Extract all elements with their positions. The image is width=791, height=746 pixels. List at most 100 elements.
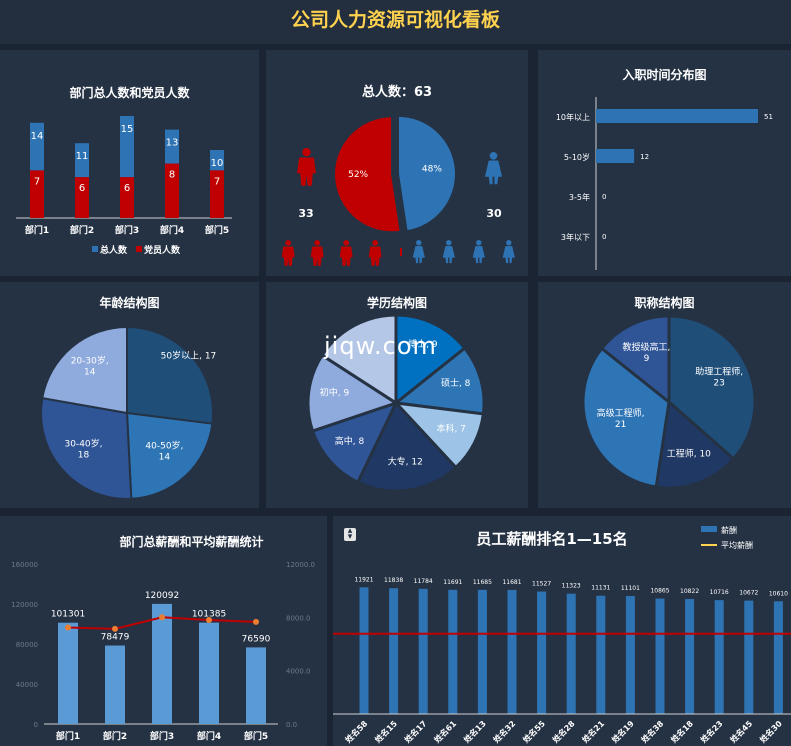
tenure-value-label: 0	[602, 193, 606, 201]
top15-value-label: 10865	[650, 588, 669, 595]
male-small-icon	[339, 240, 353, 266]
rank-slice	[654, 399, 736, 490]
salary-title: 部门总薪酬和平均薪酬统计	[119, 535, 264, 549]
rank-chart: 助理工程师, 23 工程师, 10 高级工程师, 21 教授级高工, 9	[581, 314, 757, 490]
male-icon	[297, 148, 316, 186]
salary-y2-tick: 12000.0	[286, 561, 315, 569]
top15-value-label: 11921	[354, 576, 373, 583]
age-label: 30-40岁, 18	[65, 437, 103, 460]
top15-category-label: 姓名23	[698, 718, 725, 745]
male-fraction-mark	[400, 248, 402, 256]
male-count-label: 33	[298, 207, 313, 220]
female-small-icon	[412, 240, 425, 264]
tenure-value-label: 51	[764, 113, 773, 121]
avg-salary-point	[253, 618, 259, 625]
dept-total-label: 15	[121, 124, 134, 135]
avg-salary-point	[112, 625, 118, 632]
top15-category-label: 姓名58	[342, 718, 369, 745]
salary-panel: 部门总薪酬和平均薪酬统计 0 40000 80000 120000 160000 0.0 4…	[0, 516, 327, 746]
salary-bar	[199, 622, 219, 724]
top15-category-label: 姓名21	[579, 718, 606, 745]
dept-party-label: 6	[79, 183, 85, 194]
dept-party-label: 8	[169, 170, 175, 181]
tenure-value-label: 0	[602, 233, 606, 241]
top15-bar	[625, 596, 635, 714]
dept-party-bar	[120, 177, 134, 218]
male-small-icon	[310, 240, 324, 266]
dashboard-title: 公司人力资源可视化看板	[0, 0, 791, 44]
avg-salary-point	[206, 617, 212, 624]
edu-slice	[355, 400, 458, 493]
legend-party-swatch	[136, 246, 142, 252]
top15-legend-avg-label: 平均薪酬	[721, 540, 753, 550]
edu-label: 大专, 12	[388, 455, 423, 467]
salary-y-tick: 120000	[11, 601, 38, 609]
dept-category-label: 部门3	[115, 224, 139, 236]
gender-label: 48%	[422, 164, 442, 174]
tenure-category-label: 5-10岁	[564, 152, 590, 162]
top15-value-label: 11131	[591, 585, 610, 592]
age-label: 20-30岁, 14	[71, 355, 109, 378]
female-small-icon	[502, 240, 515, 264]
salary-category-label: 部门2	[103, 730, 127, 742]
dept-chart: 14 7 部门1 11 6 部门2 15 6 部门3 13 8 部门4 10 7 部门5 总人数 党员人数	[16, 116, 232, 256]
dept-party-bar	[165, 163, 179, 218]
watermark: jiqw.com	[324, 332, 437, 360]
dept-party-label: 6	[124, 183, 130, 194]
age-title: 年龄结构图	[99, 296, 160, 310]
top15-bar	[537, 591, 547, 714]
top15-bar	[477, 589, 487, 714]
top15-value-label: 11691	[443, 579, 462, 586]
top15-value-label: 11838	[384, 577, 403, 584]
top15-category-label: 姓名17	[402, 718, 429, 745]
tenure-category-label: 3年以下	[561, 232, 590, 242]
dept-total-bar	[30, 122, 44, 171]
salary-category-label: 部门5	[244, 730, 268, 742]
gender-slice	[396, 114, 457, 233]
rank-label: 助理工程师, 23	[695, 365, 743, 388]
top15-bar	[566, 593, 576, 714]
tenure-bar	[596, 109, 758, 123]
collapse-icon[interactable]: ▴ ▾	[344, 527, 356, 542]
top15-legend-salary-label: 薪酬	[721, 525, 737, 535]
rank-panel: 职称结构图 助理工程师, 23 工程师, 10 高级工程师, 21 教授级高工, 9	[538, 282, 791, 508]
top15-bar	[418, 588, 428, 714]
tenure-chart: 10年以上 51 5-10岁 12 3-5年 0 3年以下 0	[556, 97, 773, 270]
age-chart: 50岁以上, 17 40-50岁, 14 30-40岁, 18 20-30岁, 14	[40, 325, 217, 500]
dept-party-label: 7	[214, 176, 220, 187]
edu-chart: 博士, 9 硕士, 8 本科, 7 大专, 12 高中, 8 初中, 9	[306, 313, 486, 493]
top15-category-label: 姓名30	[757, 718, 784, 745]
age-label: 50岁以上, 17	[161, 350, 217, 362]
tenure-category-label: 3-5年	[569, 192, 590, 202]
dept-total-bar	[210, 150, 224, 171]
dept-party-bar	[210, 170, 224, 218]
rank-slice	[599, 314, 671, 406]
edu-label: 博士, 9	[408, 338, 438, 350]
salary-value-label: 76590	[242, 634, 271, 644]
dept-party-bar	[75, 177, 89, 218]
edu-label: 高中, 8	[335, 435, 365, 447]
top15-bar	[685, 599, 695, 714]
top15-category-label: 姓名28	[550, 718, 577, 745]
top15-bar	[596, 595, 606, 714]
top15-bar	[655, 598, 665, 714]
top15-bar	[773, 601, 783, 714]
tenure-bar	[596, 149, 635, 163]
tenure-value-label: 12	[640, 153, 649, 161]
top15-bar	[714, 600, 724, 714]
legend-party-label: 党员人数	[144, 244, 181, 256]
dept-party-bar	[30, 170, 44, 218]
dept-panel: 部门总人数和党员人数 14 7 部门1 11 6 部门2 15 6 部门3 13 8 部门4 10 7 部门…	[0, 50, 259, 276]
dept-total-bar	[165, 129, 179, 164]
salary-bar	[152, 603, 172, 724]
age-slice	[41, 325, 128, 415]
gender-title: 总人数：63	[361, 85, 433, 100]
top15-category-label: 姓名15	[372, 718, 399, 745]
salary-y2-tick: 8000.0	[286, 614, 311, 622]
top15-bar	[359, 587, 369, 714]
rank-slice	[581, 346, 671, 489]
top15-value-label: 11527	[532, 581, 551, 588]
avg-salary-point	[159, 614, 165, 621]
top15-category-label: 姓名18	[668, 718, 695, 745]
edu-slice	[394, 313, 467, 407]
